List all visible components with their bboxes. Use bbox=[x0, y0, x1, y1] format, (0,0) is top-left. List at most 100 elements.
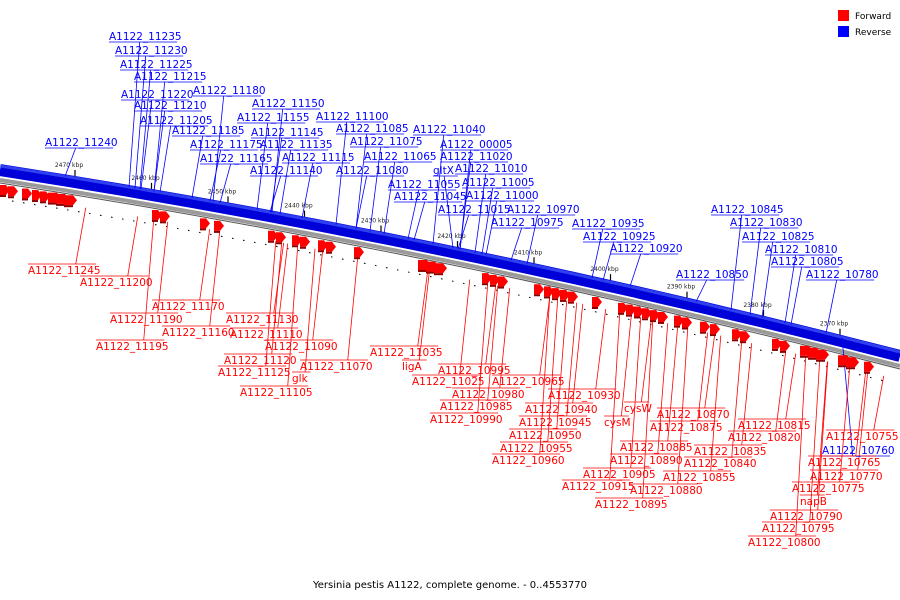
reverse-gene-label: A1122_11155 bbox=[237, 112, 310, 124]
forward-feature bbox=[200, 218, 210, 229]
forward-feature bbox=[552, 288, 562, 299]
forward-gene-label: napB bbox=[800, 496, 827, 508]
forward-gene-label: cysM bbox=[604, 417, 631, 429]
feature-shadow bbox=[326, 251, 332, 254]
minor-dash bbox=[517, 294, 520, 296]
reverse-callout-line bbox=[139, 69, 152, 189]
forward-callout-line bbox=[127, 216, 139, 277]
minor-dash bbox=[319, 254, 322, 256]
forward-feature bbox=[626, 304, 636, 315]
minor-dash bbox=[110, 216, 113, 218]
tick-label: 2400 kbp bbox=[590, 266, 618, 273]
forward-gene-label: A1122_11195 bbox=[96, 341, 169, 353]
forward-callout-line bbox=[873, 375, 885, 431]
forward-feature bbox=[354, 247, 364, 258]
feature-shadow bbox=[292, 245, 298, 248]
forward-feature bbox=[0, 185, 10, 195]
forward-gene-label: A1122_10835 bbox=[694, 446, 767, 458]
feature-shadow bbox=[534, 294, 540, 297]
minor-dash bbox=[770, 352, 773, 354]
minor-dash bbox=[759, 349, 762, 351]
reverse-callout-line bbox=[134, 55, 147, 189]
minor-dash bbox=[869, 376, 872, 379]
forward-callout-line bbox=[785, 353, 797, 420]
forward-gene-label: A1122_10895 bbox=[595, 499, 668, 511]
minor-dash bbox=[583, 308, 586, 311]
forward-callout-line bbox=[265, 241, 277, 367]
forward-gene-label: A1122_11125 bbox=[218, 367, 291, 379]
forward-gene-label: A1122_10940 bbox=[525, 404, 598, 416]
feature-shadow bbox=[214, 230, 220, 233]
legend-forward-swatch bbox=[838, 10, 849, 21]
reverse-gene-label: A1122_11075 bbox=[350, 136, 423, 148]
forward-callout-line bbox=[667, 325, 679, 442]
forward-gene-label: A1122_11190 bbox=[110, 314, 183, 326]
reverse-callout-line bbox=[481, 187, 494, 255]
minor-dash bbox=[462, 282, 465, 285]
forward-feature bbox=[674, 315, 684, 326]
forward-gene-label: A1122_10800 bbox=[748, 537, 821, 549]
forward-callout-line bbox=[566, 302, 578, 417]
genome-backbone bbox=[0, 164, 900, 370]
feature-shadow bbox=[160, 221, 166, 224]
legend: Forward Reverse bbox=[838, 10, 892, 38]
tick-label: 2440 kbp bbox=[284, 203, 312, 210]
minor-dash bbox=[99, 214, 102, 217]
reverse-gene-label: A1122_11145 bbox=[251, 127, 324, 139]
feature-shadow bbox=[618, 312, 624, 315]
minor-dash bbox=[616, 316, 619, 318]
minor-dash bbox=[451, 280, 454, 282]
minor-dash bbox=[253, 241, 256, 244]
feature-shadow bbox=[626, 314, 632, 317]
forward-gene-label: A1122_10930 bbox=[548, 390, 621, 402]
forward-feature bbox=[300, 236, 310, 247]
reverse-callout-line bbox=[279, 149, 292, 215]
feature-shadow bbox=[40, 201, 46, 204]
forward-callout-line bbox=[630, 316, 642, 469]
reverse-gene-label: A1122_11080 bbox=[336, 165, 409, 177]
minor-dash bbox=[121, 218, 124, 220]
feature-shadow bbox=[22, 198, 28, 201]
minor-dash bbox=[627, 318, 630, 321]
feature-shadow bbox=[48, 202, 57, 205]
forward-feature bbox=[846, 357, 859, 368]
reverse-callout-line bbox=[474, 173, 487, 253]
feature-shadow bbox=[846, 367, 855, 370]
forward-callout-line bbox=[277, 243, 289, 329]
feature-shadow bbox=[276, 242, 282, 245]
reverse-gene-label: A1122_10970 bbox=[507, 204, 580, 216]
feature-shadow bbox=[732, 339, 738, 342]
reverse-gene-label: A1122_11220 bbox=[121, 89, 194, 101]
forward-callout-line bbox=[677, 327, 689, 485]
forward-feature bbox=[534, 284, 544, 295]
forward-feature bbox=[160, 211, 170, 222]
feature-shadow bbox=[560, 299, 566, 302]
feature-shadow bbox=[300, 246, 306, 249]
minor-dash bbox=[715, 339, 718, 341]
minor-dash bbox=[154, 224, 157, 226]
minor-dash bbox=[44, 205, 47, 208]
reverse-callout-line bbox=[140, 99, 153, 190]
forward-callouts bbox=[28, 207, 895, 537]
forward-callout-line bbox=[817, 361, 829, 511]
reverse-callout-line bbox=[459, 161, 472, 250]
reverse-gene-label: A1122_11165 bbox=[200, 153, 273, 165]
forward-callout-line bbox=[620, 314, 632, 417]
minor-dash bbox=[396, 269, 399, 271]
reverse-callout-line bbox=[413, 201, 426, 241]
forward-feature bbox=[22, 188, 32, 199]
minor-dash bbox=[429, 275, 432, 278]
forward-gene-label: A1122_11200 bbox=[80, 277, 153, 289]
reverse-callout-line bbox=[730, 214, 743, 311]
feature-shadow bbox=[268, 240, 274, 243]
reverse-callout-line bbox=[212, 95, 225, 202]
reverse-gene-label: A1122_11040 bbox=[413, 124, 486, 136]
reverse-gene-label: A1122_11240 bbox=[45, 137, 118, 149]
minor-dash bbox=[605, 313, 608, 316]
forward-feature bbox=[740, 331, 750, 342]
feature-shadow bbox=[0, 195, 6, 197]
reverse-gene-label: A1122_11210 bbox=[134, 100, 207, 112]
forward-feature bbox=[864, 361, 874, 372]
forward-callout-line bbox=[312, 250, 324, 341]
forward-gene-label: glk bbox=[292, 373, 309, 385]
